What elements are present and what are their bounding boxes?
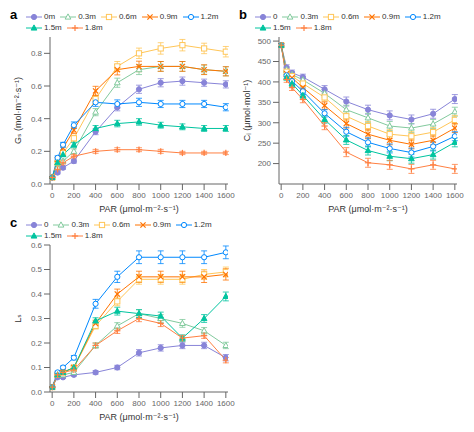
html-text:0.6m: 0.6m	[112, 220, 130, 229]
svg-text:1200: 1200	[174, 399, 192, 408]
svg-text:0.6: 0.6	[31, 82, 43, 91]
html-text:0.6m: 0.6m	[118, 12, 137, 21]
html-text:c: c	[10, 215, 18, 230]
svg-text:600: 600	[340, 191, 354, 200]
svg-text:1000: 1000	[152, 191, 170, 200]
svg-text:1600: 1600	[217, 191, 235, 200]
svg-text:0.8: 0.8	[31, 49, 43, 58]
html-text:0.6m: 0.6m	[341, 12, 359, 21]
svg-text:200: 200	[296, 191, 310, 200]
html-text:0.3m: 0.3m	[78, 12, 96, 21]
svg-text:1000: 1000	[152, 399, 170, 408]
svg-text:0: 0	[279, 191, 284, 200]
html-text:a: a	[10, 7, 18, 22]
svg-text:200: 200	[67, 191, 81, 200]
svg-text:1400: 1400	[195, 399, 213, 408]
svg-text:450: 450	[258, 57, 272, 66]
html-text:0.3m: 0.3m	[300, 12, 319, 21]
html-text:b: b	[239, 7, 247, 22]
svg-text:800: 800	[132, 399, 146, 408]
svg-text:0: 0	[50, 191, 55, 200]
svg-text:300: 300	[258, 119, 272, 128]
html-text:1.8m: 1.8m	[84, 23, 103, 32]
html-text:1.8m: 1.8m	[84, 231, 103, 240]
svg-text:200: 200	[67, 399, 81, 408]
html-text:1.8m: 1.8m	[313, 23, 332, 32]
html-text:0.9m: 0.9m	[382, 12, 400, 21]
svg-text:0.6: 0.6	[31, 241, 43, 250]
html-text:0: 0	[44, 220, 49, 229]
svg-text:PAR (μmol·m⁻²·s⁻¹): PAR (μmol·m⁻²·s⁻¹)	[328, 204, 408, 214]
svg-text:500: 500	[258, 37, 272, 46]
html-text:1.2m: 1.2m	[200, 12, 219, 21]
svg-text:0.4: 0.4	[31, 290, 43, 299]
svg-text:Lₛ: Lₛ	[13, 314, 23, 322]
svg-text:600: 600	[111, 399, 125, 408]
svg-text:PAR (μmol·m⁻²·s⁻¹): PAR (μmol·m⁻²·s⁻¹)	[99, 412, 179, 422]
svg-text:0: 0	[50, 399, 55, 408]
svg-text:200: 200	[258, 159, 272, 168]
svg-text:400: 400	[89, 399, 103, 408]
svg-text:1200: 1200	[403, 191, 421, 200]
svg-text:1200: 1200	[174, 191, 192, 200]
svg-text:1600: 1600	[217, 399, 235, 408]
svg-text:0.0: 0.0	[31, 388, 43, 397]
svg-text:350: 350	[258, 98, 272, 107]
svg-text:1400: 1400	[195, 191, 213, 200]
svg-text:Gₛ (mol·m⁻²·s⁻¹): Gₛ (mol·m⁻²·s⁻¹)	[13, 77, 23, 144]
svg-text:0.5: 0.5	[31, 265, 43, 274]
html-text:1.5m: 1.5m	[44, 23, 62, 32]
html-text:1.5m: 1.5m	[273, 23, 291, 32]
svg-text:400: 400	[318, 191, 332, 200]
svg-text:800: 800	[132, 191, 146, 200]
svg-text:250: 250	[258, 139, 272, 148]
svg-text:1400: 1400	[424, 191, 442, 200]
html-text:1.5m: 1.5m	[44, 231, 62, 240]
html-text:0: 0	[273, 12, 278, 21]
html-text:0.9m: 0.9m	[153, 220, 171, 229]
html-text:0.9m: 0.9m	[159, 12, 178, 21]
svg-text:0.2: 0.2	[31, 147, 43, 156]
svg-text:0.0: 0.0	[31, 180, 43, 189]
svg-text:0.1: 0.1	[31, 363, 43, 372]
svg-text:0.3: 0.3	[31, 314, 43, 323]
svg-text:Cᵢ (μmol·mol⁻¹): Cᵢ (μmol·mol⁻¹)	[242, 80, 252, 141]
svg-text:1000: 1000	[381, 191, 399, 200]
html-text:1.2m: 1.2m	[193, 220, 212, 229]
html-text:1.2m: 1.2m	[422, 12, 441, 21]
svg-text:400: 400	[258, 78, 272, 87]
svg-text:0.4: 0.4	[31, 115, 43, 124]
svg-text:600: 600	[111, 191, 125, 200]
svg-text:1600: 1600	[446, 191, 464, 200]
svg-text:400: 400	[89, 191, 103, 200]
svg-text:0.2: 0.2	[31, 339, 43, 348]
html-text:0m: 0m	[44, 12, 56, 21]
svg-text:PAR (μmol·m⁻²·s⁻¹): PAR (μmol·m⁻²·s⁻¹)	[99, 204, 179, 214]
svg-text:800: 800	[361, 191, 375, 200]
html-text:0.3m: 0.3m	[71, 220, 90, 229]
